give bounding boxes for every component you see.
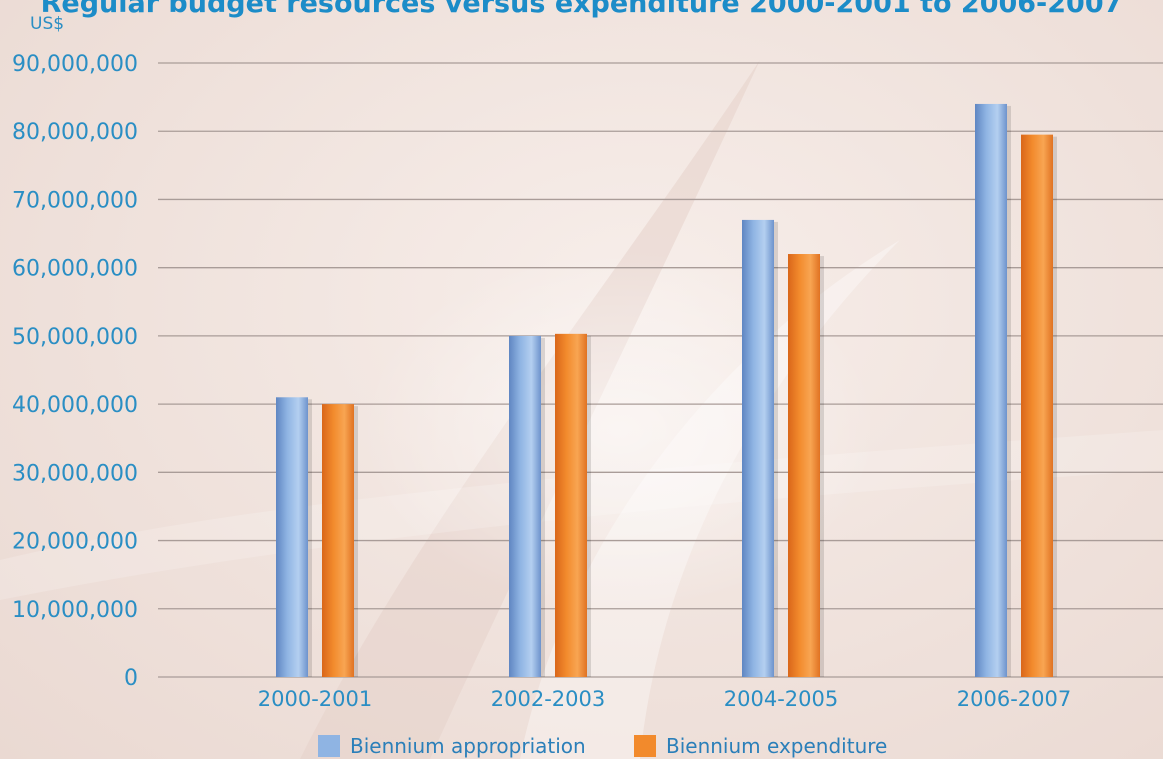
y-axis-unit-label: US$ <box>30 14 65 34</box>
bar-appropriation <box>742 219 774 677</box>
legend: Biennium appropriation Biennium expendit… <box>0 734 1163 759</box>
legend-item-appropriation: Biennium appropriation <box>318 734 586 758</box>
y-tick-label: 90,000,000 <box>12 52 138 77</box>
bar-expenditure <box>788 254 820 677</box>
chart-title: Regular budget resources versus expendit… <box>40 0 1123 19</box>
legend-swatch-appropriation <box>318 735 340 757</box>
bar-appropriation <box>975 103 1007 677</box>
x-category-label: 2004-2005 <box>724 687 838 711</box>
y-tick-label: 0 <box>124 666 138 691</box>
y-tick-label: 20,000,000 <box>12 530 138 555</box>
x-category-label: 2006-2007 <box>957 687 1071 711</box>
bar-appropriation <box>509 335 541 677</box>
bar-appropriation <box>276 397 308 677</box>
legend-swatch-expenditure <box>634 735 656 757</box>
legend-label-expenditure: Biennium expenditure <box>666 734 888 758</box>
bar-expenditure <box>322 404 354 677</box>
bars <box>276 103 1057 678</box>
x-axis-labels: 2000-2001 2002-2003 2004-2005 2006-2007 <box>258 687 1071 711</box>
y-axis-ticks: 0 10,000,000 20,000,000 30,000,000 40,000,00… <box>12 52 138 691</box>
y-tick-label: 40,000,000 <box>12 393 138 418</box>
y-tick-label: 70,000,000 <box>12 188 138 213</box>
x-category-label: 2000-2001 <box>258 687 372 711</box>
y-tick-label: 30,000,000 <box>12 461 138 486</box>
bar-expenditure <box>1021 134 1053 678</box>
legend-label-appropriation: Biennium appropriation <box>350 734 586 758</box>
y-tick-label: 80,000,000 <box>12 120 138 145</box>
bar-expenditure <box>555 333 587 677</box>
x-category-label: 2002-2003 <box>491 687 605 711</box>
y-tick-label: 60,000,000 <box>12 257 138 282</box>
legend-item-expenditure: Biennium expenditure <box>634 734 887 758</box>
y-tick-label: 50,000,000 <box>12 325 138 350</box>
y-tick-label: 10,000,000 <box>12 598 138 623</box>
